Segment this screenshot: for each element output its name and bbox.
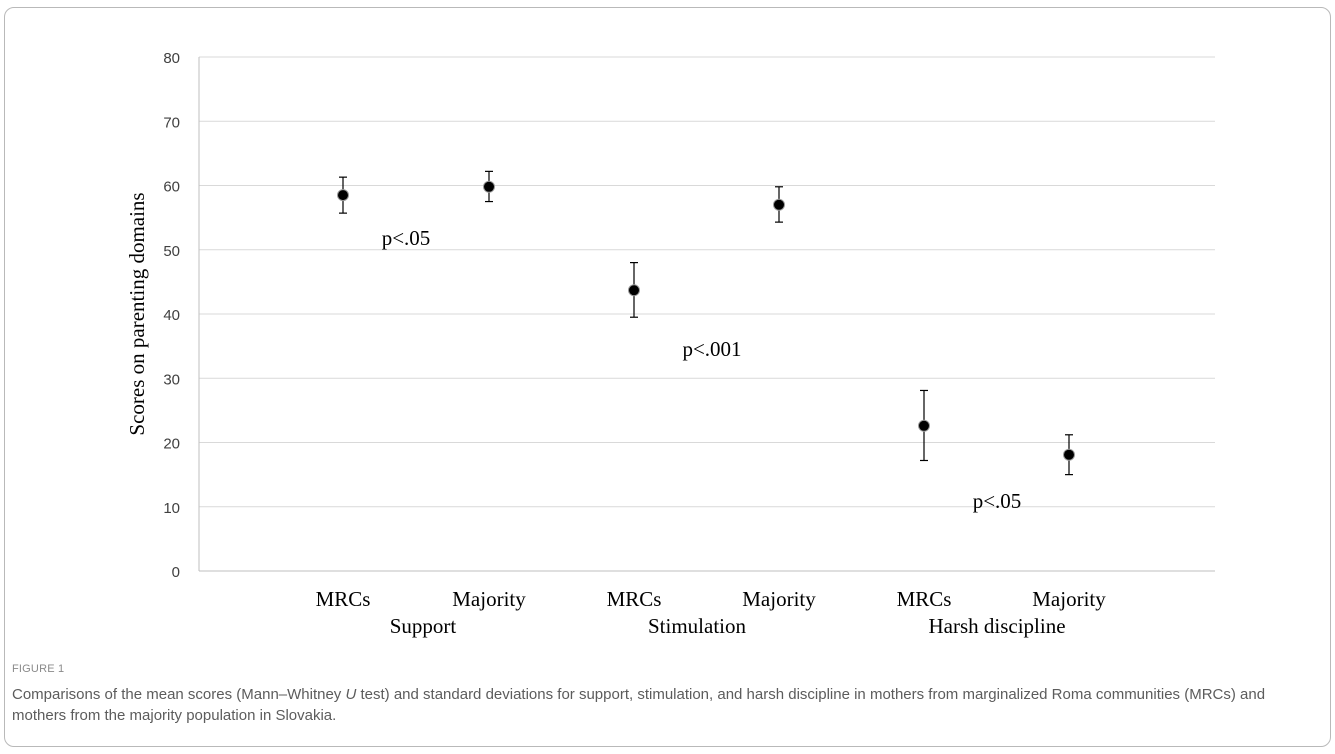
- caption-text-start: Comparisons of the mean scores (Mann–Whi…: [12, 686, 346, 703]
- y-tick-label: 80: [163, 50, 180, 67]
- mean-point: [628, 284, 640, 297]
- error-bars: [339, 170, 1073, 476]
- significance-label: p<.05: [382, 226, 431, 250]
- significance-label: p<.05: [973, 489, 1022, 513]
- mean-point: [773, 198, 785, 211]
- significance-labels: p<.05 p<.001 p<.05: [382, 226, 1022, 513]
- mean-point: [1063, 448, 1075, 461]
- mean-point: [918, 419, 930, 432]
- x-tick-label: Majority: [742, 587, 816, 611]
- group-labels: Support Stimulation Harsh discipline: [390, 614, 1066, 638]
- x-tick-labels: MRCs Majority MRCs Majority MRCs Majority: [316, 587, 1107, 611]
- y-axis-label: Scores on parenting domains: [125, 192, 149, 435]
- y-tick-label: 10: [163, 500, 180, 517]
- x-tick-label: MRCs: [316, 587, 371, 611]
- gridlines: [199, 56, 1215, 508]
- group-label: Support: [390, 614, 457, 638]
- y-tick-labels: 0 10 20 30 40 50 60 70 80: [163, 50, 180, 581]
- figure-caption: Comparisons of the mean scores (Mann–Whi…: [12, 684, 1292, 726]
- mean-point: [483, 180, 495, 193]
- group-label: Stimulation: [648, 614, 747, 638]
- x-tick-label: MRCs: [897, 587, 952, 611]
- significance-label: p<.001: [682, 337, 741, 361]
- y-tick-label: 40: [163, 307, 180, 324]
- y-tick-label: 0: [172, 564, 180, 581]
- figure-label: FIGURE 1: [12, 663, 65, 675]
- x-tick-label: Majority: [452, 587, 526, 611]
- mean-point: [337, 189, 349, 202]
- y-tick-label: 70: [163, 114, 180, 131]
- y-tick-label: 20: [163, 436, 180, 453]
- group-label: Harsh discipline: [928, 614, 1065, 638]
- x-tick-label: MRCs: [607, 587, 662, 611]
- figure-frame: [4, 7, 1331, 747]
- caption-text-end: test) and standard deviations for suppor…: [12, 686, 1266, 724]
- x-tick-label: Majority: [1032, 587, 1106, 611]
- mean-points: [337, 180, 1075, 461]
- y-tick-label: 50: [163, 243, 180, 260]
- chart: 0 10 20 30 40 50 60 70 80 Scores on parenting do…: [125, 50, 1215, 638]
- y-tick-label: 30: [163, 371, 180, 388]
- y-tick-label: 60: [163, 179, 180, 196]
- caption-italic-u: U: [345, 686, 357, 703]
